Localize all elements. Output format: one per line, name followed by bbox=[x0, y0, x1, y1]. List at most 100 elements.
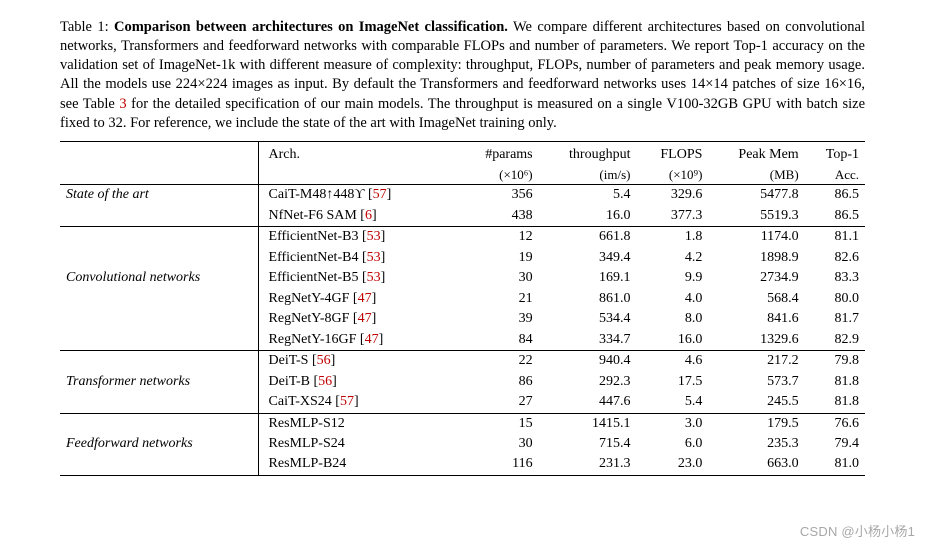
citation-link[interactable]: 6 bbox=[365, 208, 372, 223]
mem-cell: 245.5 bbox=[708, 392, 804, 413]
thr-cell: 5.4 bbox=[539, 185, 637, 206]
arch-cell: ResMLP-S24 bbox=[258, 434, 459, 454]
mem-cell: 663.0 bbox=[708, 454, 804, 475]
table-row: EfficientNet-B4 [53]19349.44.21898.982.6 bbox=[60, 248, 865, 268]
acc-cell: 82.6 bbox=[805, 248, 865, 268]
flops-cell: 329.6 bbox=[636, 185, 708, 206]
thr-cell: 447.6 bbox=[539, 392, 637, 413]
table-ref-link[interactable]: 3 bbox=[119, 96, 126, 112]
header-row-2: (×10⁶) (im/s) (×10⁹) (MB) Acc. bbox=[60, 165, 865, 185]
flops-cell: 4.6 bbox=[636, 351, 708, 372]
mem-cell: 1174.0 bbox=[708, 227, 804, 248]
mem-cell: 179.5 bbox=[708, 413, 804, 434]
col-throughput: throughput bbox=[539, 141, 637, 165]
citation-link[interactable]: 57 bbox=[373, 187, 387, 202]
category-cell: Transformer networks bbox=[60, 372, 258, 392]
params-cell: 116 bbox=[459, 454, 538, 475]
acc-cell: 76.6 bbox=[805, 413, 865, 434]
citation-link[interactable]: 53 bbox=[367, 229, 381, 244]
flops-cell: 3.0 bbox=[636, 413, 708, 434]
thr-cell: 16.0 bbox=[539, 206, 637, 227]
table-row: CaiT-XS24 [57]27447.65.4245.581.8 bbox=[60, 392, 865, 413]
citation-link[interactable]: 47 bbox=[358, 311, 372, 326]
citation-link[interactable]: 57 bbox=[340, 394, 354, 409]
caption-body-b: for the detailed specification of our ma… bbox=[60, 96, 865, 131]
mem-cell: 5519.3 bbox=[708, 206, 804, 227]
params-cell: 86 bbox=[459, 372, 538, 392]
watermark: CSDN @小杨小杨1 bbox=[800, 521, 915, 540]
category-cell bbox=[60, 206, 258, 227]
thr-cell: 661.8 bbox=[539, 227, 637, 248]
thr-cell: 349.4 bbox=[539, 248, 637, 268]
acc-cell: 86.5 bbox=[805, 185, 865, 206]
acc-cell: 79.8 bbox=[805, 351, 865, 372]
citation-link[interactable]: 47 bbox=[358, 291, 372, 306]
thr-cell: 334.7 bbox=[539, 330, 637, 351]
acc-cell: 86.5 bbox=[805, 206, 865, 227]
flops-cell: 377.3 bbox=[636, 206, 708, 227]
params-cell: 30 bbox=[459, 434, 538, 454]
category-cell bbox=[60, 413, 258, 434]
mem-cell: 1898.9 bbox=[708, 248, 804, 268]
params-cell: 84 bbox=[459, 330, 538, 351]
flops-cell: 1.8 bbox=[636, 227, 708, 248]
flops-cell: 23.0 bbox=[636, 454, 708, 475]
arch-cell: ResMLP-S12 bbox=[258, 413, 459, 434]
table-caption: Table 1: Comparison between architecture… bbox=[60, 18, 865, 133]
category-cell: Convolutional networks bbox=[60, 268, 258, 288]
params-cell: 22 bbox=[459, 351, 538, 372]
category-cell bbox=[60, 289, 258, 309]
col-mem: Peak Mem bbox=[708, 141, 804, 165]
citation-link[interactable]: 56 bbox=[318, 374, 332, 389]
acc-cell: 80.0 bbox=[805, 289, 865, 309]
table-row: EfficientNet-B3 [53]12661.81.81174.081.1 bbox=[60, 227, 865, 248]
arch-cell: CaiT-M48↑448ϒ [57] bbox=[258, 185, 459, 206]
citation-link[interactable]: 53 bbox=[367, 270, 381, 285]
acc-cell: 79.4 bbox=[805, 434, 865, 454]
thr-cell: 940.4 bbox=[539, 351, 637, 372]
params-cell: 12 bbox=[459, 227, 538, 248]
table-row: DeiT-S [56]22940.44.6217.279.8 bbox=[60, 351, 865, 372]
category-cell: Feedforward networks bbox=[60, 434, 258, 454]
arch-cell: NfNet-F6 SAM [6] bbox=[258, 206, 459, 227]
flops-cell: 5.4 bbox=[636, 392, 708, 413]
acc-cell: 82.9 bbox=[805, 330, 865, 351]
arch-cell: RegNetY-8GF [47] bbox=[258, 309, 459, 329]
arch-cell: DeiT-S [56] bbox=[258, 351, 459, 372]
arch-cell: EfficientNet-B4 [53] bbox=[258, 248, 459, 268]
params-cell: 15 bbox=[459, 413, 538, 434]
table-row: ResMLP-S12151415.13.0179.576.6 bbox=[60, 413, 865, 434]
flops-cell: 16.0 bbox=[636, 330, 708, 351]
thr-cell: 1415.1 bbox=[539, 413, 637, 434]
params-cell: 438 bbox=[459, 206, 538, 227]
mem-cell: 2734.9 bbox=[708, 268, 804, 288]
arch-cell: CaiT-XS24 [57] bbox=[258, 392, 459, 413]
table-row: Transformer networksDeiT-B [56]86292.317… bbox=[60, 372, 865, 392]
header-row-1: Arch. #params throughput FLOPS Peak Mem … bbox=[60, 141, 865, 165]
mem-cell: 568.4 bbox=[708, 289, 804, 309]
mem-cell: 235.3 bbox=[708, 434, 804, 454]
category-cell: State of the art bbox=[60, 185, 258, 206]
flops-cell: 4.0 bbox=[636, 289, 708, 309]
col-params: #params bbox=[459, 141, 538, 165]
flops-cell: 17.5 bbox=[636, 372, 708, 392]
params-cell: 39 bbox=[459, 309, 538, 329]
params-cell: 356 bbox=[459, 185, 538, 206]
category-cell bbox=[60, 392, 258, 413]
acc-cell: 81.7 bbox=[805, 309, 865, 329]
category-cell bbox=[60, 330, 258, 351]
caption-label: Table 1: Comparison between architecture… bbox=[60, 19, 508, 35]
citation-link[interactable]: 53 bbox=[367, 250, 381, 265]
paper-page: Table 1: Comparison between architecture… bbox=[0, 0, 925, 476]
params-cell: 19 bbox=[459, 248, 538, 268]
col-acc: Top-1 bbox=[805, 141, 865, 165]
flops-cell: 4.2 bbox=[636, 248, 708, 268]
citation-link[interactable]: 56 bbox=[317, 353, 331, 368]
params-cell: 30 bbox=[459, 268, 538, 288]
mem-cell: 217.2 bbox=[708, 351, 804, 372]
acc-cell: 81.1 bbox=[805, 227, 865, 248]
acc-cell: 81.0 bbox=[805, 454, 865, 475]
citation-link[interactable]: 47 bbox=[365, 332, 379, 347]
category-cell bbox=[60, 309, 258, 329]
flops-cell: 8.0 bbox=[636, 309, 708, 329]
